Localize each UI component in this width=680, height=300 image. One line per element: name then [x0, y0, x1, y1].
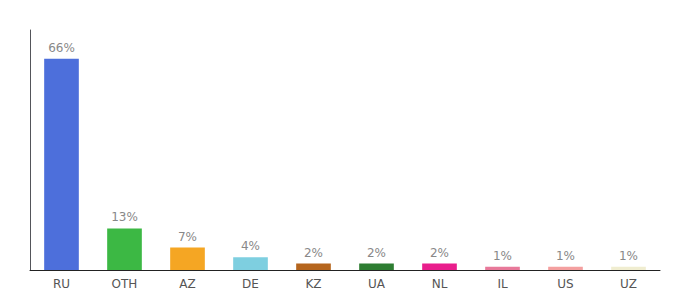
svg-text:66%: 66% — [48, 41, 75, 55]
svg-text:2%: 2% — [367, 246, 386, 260]
svg-text:2%: 2% — [304, 246, 323, 260]
svg-text:NL: NL — [432, 277, 448, 291]
svg-text:AZ: AZ — [179, 277, 195, 291]
svg-text:4%: 4% — [241, 239, 260, 253]
svg-text:US: US — [557, 277, 573, 291]
svg-text:UZ: UZ — [620, 277, 637, 291]
svg-text:RU: RU — [53, 277, 70, 291]
svg-text:2%: 2% — [430, 246, 449, 260]
svg-text:DE: DE — [242, 277, 259, 291]
svg-text:OTH: OTH — [112, 277, 138, 291]
svg-text:1%: 1% — [493, 249, 512, 263]
svg-text:7%: 7% — [178, 230, 197, 244]
svg-text:IL: IL — [497, 277, 508, 291]
svg-text:1%: 1% — [619, 249, 638, 263]
svg-text:1%: 1% — [556, 249, 575, 263]
svg-text:KZ: KZ — [305, 277, 321, 291]
svg-text:13%: 13% — [111, 210, 138, 224]
svg-text:UA: UA — [368, 277, 386, 291]
